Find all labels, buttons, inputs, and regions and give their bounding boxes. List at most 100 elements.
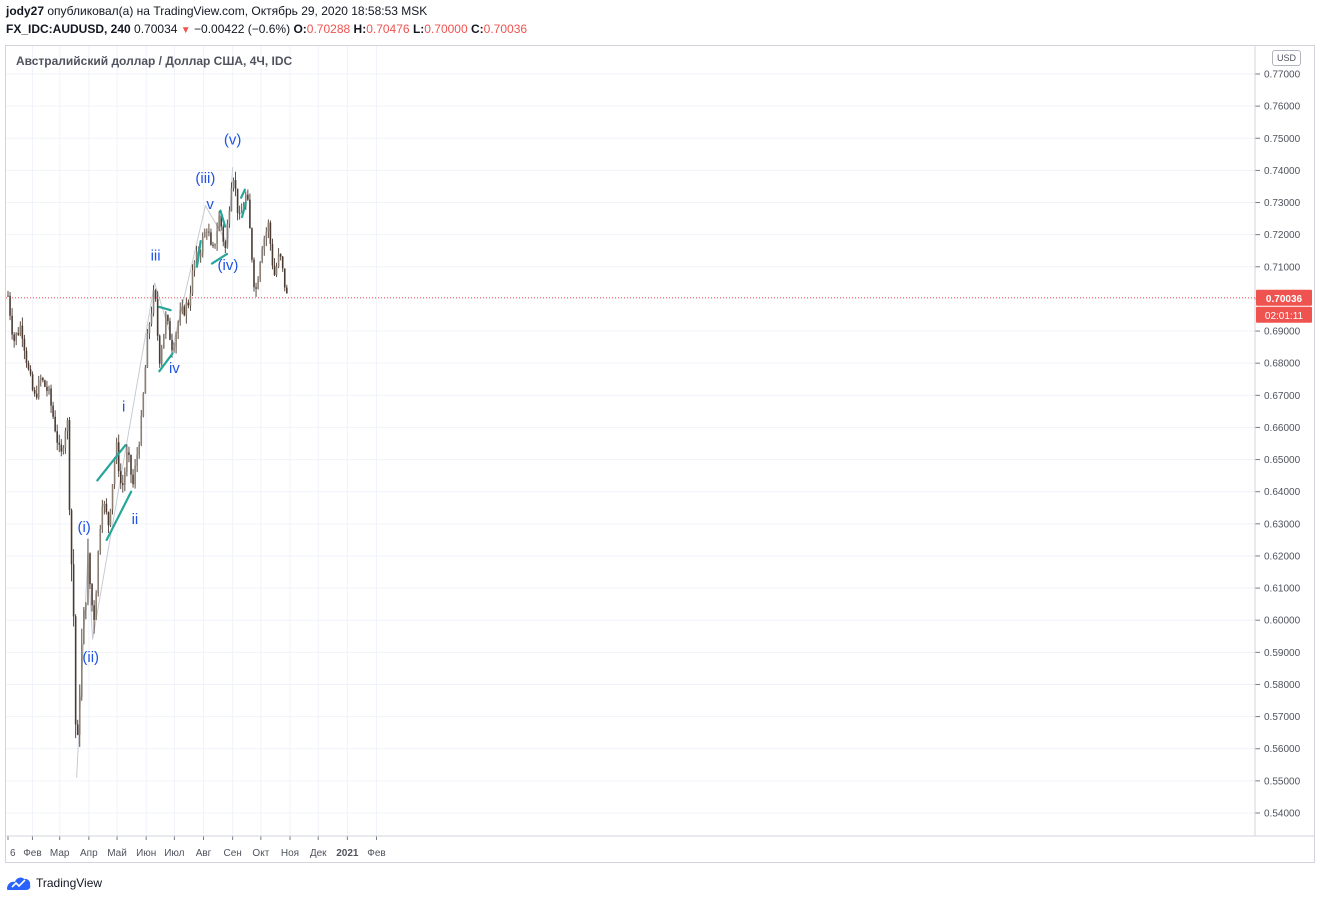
candle-body [11, 315, 13, 335]
candle-body [245, 194, 247, 208]
trendline[interactable] [105, 490, 133, 541]
candle-body [169, 321, 171, 340]
candle-body [126, 452, 128, 472]
candle-body [195, 251, 198, 262]
x-tick-label: Мар [50, 848, 70, 859]
candle-body [273, 265, 276, 276]
y-tick-label: 0.67000 [1264, 391, 1301, 402]
candle-body [144, 367, 147, 394]
candle-body [54, 416, 56, 432]
x-tick-label: Дек [310, 848, 327, 859]
y-tick-label: 0.63000 [1264, 519, 1301, 530]
x-tick-label: Фев [367, 848, 385, 859]
candle-body [269, 222, 272, 244]
wave-label: (i) [77, 519, 90, 536]
candle-body [50, 388, 52, 406]
chart-grid [6, 46, 1255, 836]
y-tick-label: 0.69000 [1264, 327, 1301, 338]
trendline[interactable] [240, 188, 246, 199]
trendline[interactable] [210, 252, 229, 265]
candle-body [76, 724, 79, 735]
candle-body [167, 315, 169, 322]
candle-body [107, 512, 110, 526]
trendline[interactable] [158, 352, 174, 373]
candle-body [19, 325, 22, 335]
candle-body [204, 231, 206, 237]
candlestick-series [7, 171, 288, 747]
tradingview-footer[interactable]: TradingView [6, 874, 102, 892]
candle-body [181, 306, 184, 311]
low-label: L: [412, 22, 425, 36]
candle-body [115, 442, 118, 461]
last-price-badge-text: 0.70036 [1266, 294, 1303, 305]
trendline[interactable] [158, 305, 172, 312]
candle-body [25, 350, 28, 364]
author-name[interactable]: jody27 [6, 4, 45, 18]
candle-body [35, 393, 38, 398]
trendline[interactable] [195, 239, 202, 268]
candle-body [156, 298, 159, 336]
x-tick-label: Апр [80, 848, 98, 859]
y-tick-label: 0.75000 [1264, 134, 1301, 145]
y-tick-label: 0.61000 [1264, 584, 1301, 595]
price-change: −0.00422 (−0.6%) [194, 22, 291, 36]
close-label: C: [471, 22, 484, 36]
candle-body [160, 348, 163, 364]
x-tick-label: Окт [252, 848, 269, 859]
x-tick-label: Фев [23, 848, 41, 859]
candle-body [74, 616, 77, 725]
wave-label: (iii) [195, 170, 215, 187]
candle-body [150, 313, 153, 324]
candle-body [124, 471, 126, 486]
y-tick-label: 0.54000 [1264, 809, 1301, 820]
candle-body [255, 287, 257, 289]
high-value: 0.70476 [366, 22, 410, 36]
candle-body [216, 230, 218, 244]
open-label: O: [293, 22, 307, 36]
candle-body [224, 241, 227, 248]
candle-body [130, 454, 132, 475]
trendline[interactable] [96, 444, 127, 482]
candle-body [37, 379, 40, 398]
y-tick-label: 0.60000 [1264, 616, 1301, 627]
footer-brand: TradingView [36, 876, 103, 890]
candle-body [23, 338, 26, 351]
candle-body [201, 236, 204, 253]
x-tick-label: Ноя [281, 848, 299, 859]
candle-body [247, 194, 249, 200]
trendlines [96, 188, 247, 541]
candle-body [99, 529, 102, 552]
candle-body [134, 465, 136, 485]
candle-body [228, 210, 231, 224]
candle-body [175, 333, 177, 348]
trendline[interactable] [240, 201, 247, 219]
candle-body [46, 386, 48, 391]
candle-body [267, 222, 270, 232]
chart-frame[interactable] [5, 45, 1315, 863]
trendline[interactable] [219, 209, 227, 228]
candle-body [173, 347, 175, 351]
candle-body [109, 509, 112, 526]
wave-label: ii [132, 511, 139, 528]
candle-body [56, 431, 58, 443]
wave-label: (iv) [218, 257, 239, 274]
candle-body [91, 584, 93, 606]
chart-axes: 0.54000 0.55000 0.56000 0.57000 0.58000 0.590… [6, 46, 1315, 859]
candle-body [132, 474, 134, 485]
candle-body [52, 405, 54, 417]
y-tick-label: 0.74000 [1264, 166, 1301, 177]
candle-body [15, 332, 17, 341]
candle-body [29, 369, 32, 375]
candle-body [138, 444, 140, 455]
candle-body [66, 420, 69, 432]
candle-body [27, 363, 30, 370]
candle-body [234, 180, 237, 189]
currency-tag[interactable]: USD [1272, 50, 1302, 66]
candle-body [111, 484, 114, 510]
candle-body [179, 310, 181, 323]
close-value: 0.70036 [483, 22, 528, 36]
candle-body [72, 564, 75, 617]
candle-body [62, 447, 65, 452]
